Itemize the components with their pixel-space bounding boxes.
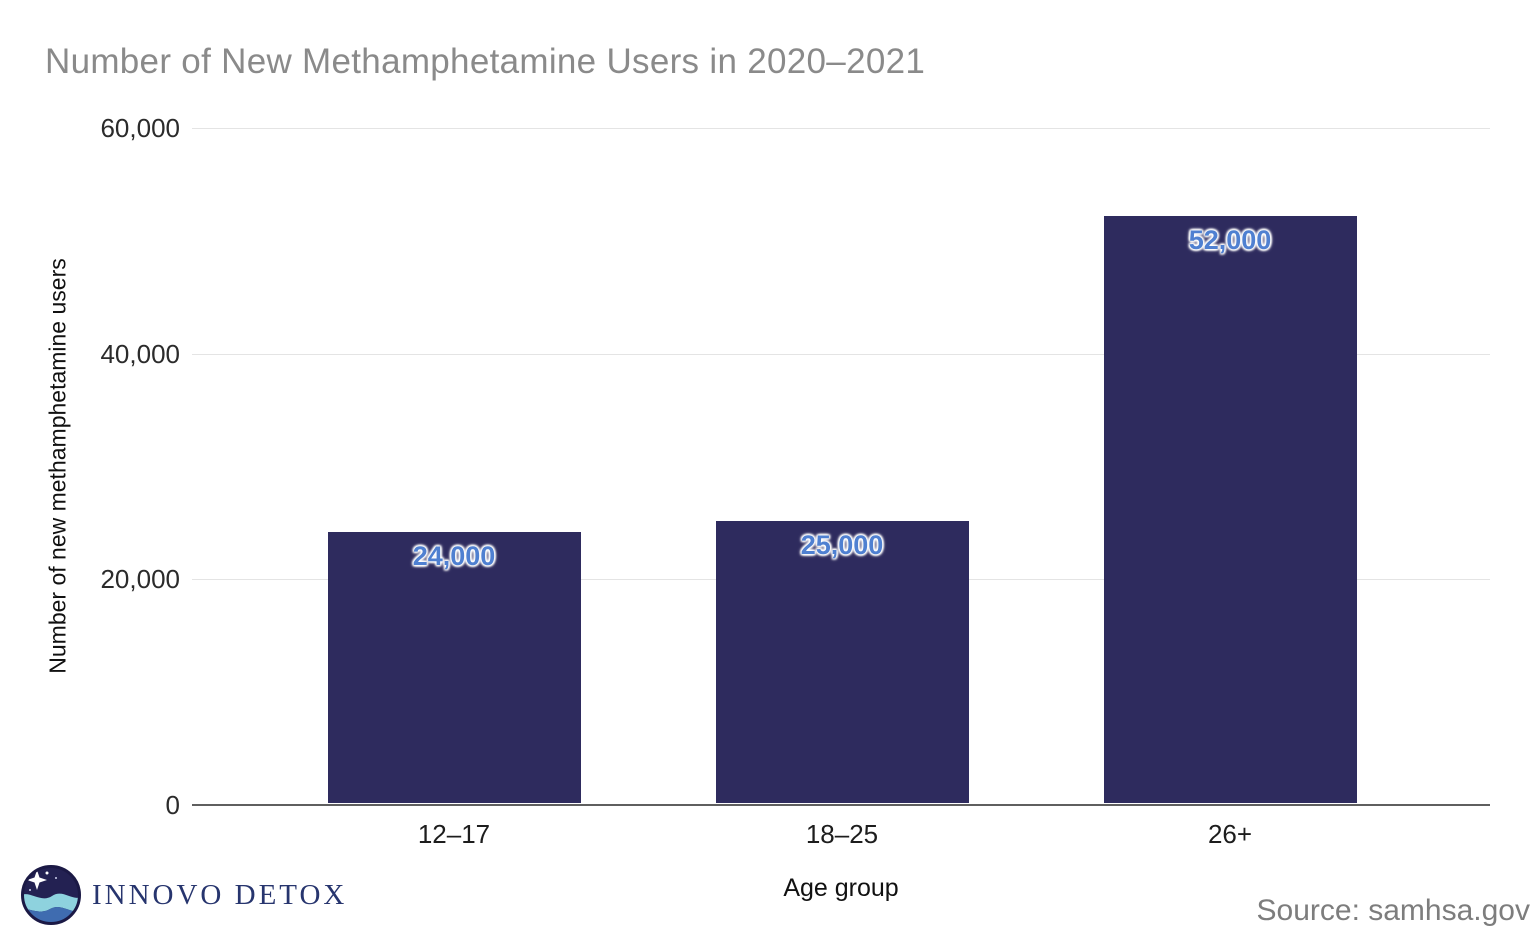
bar-value-label: 24,000 (412, 541, 496, 572)
y-tick-label: 0 (165, 790, 180, 820)
x-axis-line (192, 804, 1490, 806)
source-note: Source: samhsa.gov (1256, 894, 1530, 927)
plot-area: 24,000 12–17 25,000 18–25 52,000 26+ (192, 128, 1490, 849)
logo: INNOVO DETOX (20, 864, 347, 926)
y-tick-label: 20,000 (100, 564, 180, 595)
x-tick-label: 18–25 (805, 819, 879, 849)
y-tick-label: 60,000 (100, 113, 180, 143)
globe-wave-logo-icon (21, 865, 81, 925)
x-tick-label: 26+ (1207, 819, 1253, 849)
gridline (192, 353, 1490, 355)
bar-value-label: 52,000 (1188, 225, 1272, 256)
bar (327, 532, 581, 803)
bar (715, 520, 969, 803)
y-tick-label: 40,000 (100, 338, 180, 369)
x-tick-label: 12–17 (417, 819, 491, 849)
gridline (192, 128, 1490, 129)
x-axis-title: Age group (783, 874, 899, 902)
y-axis-title: Number of new methamphetamine users (44, 258, 71, 674)
chart-title: Number of New Methamphetamine Users in 2… (45, 42, 926, 81)
logo-text: INNOVO DETOX (92, 878, 348, 911)
bar-value-label: 25,000 (800, 529, 884, 560)
bar (1103, 216, 1357, 803)
